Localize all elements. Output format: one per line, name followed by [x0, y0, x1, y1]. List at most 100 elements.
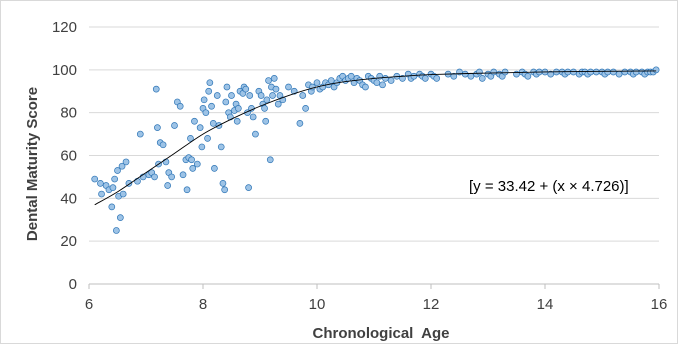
y-tick-label: 80: [60, 105, 77, 122]
data-point: [302, 105, 309, 112]
data-point: [382, 75, 389, 82]
data-point: [200, 96, 208, 104]
data-point: [217, 143, 225, 151]
data-point: [208, 102, 215, 110]
data-point: [119, 190, 127, 198]
y-axis-title: Dental Maturity Score: [24, 87, 41, 241]
data-point: [362, 83, 369, 91]
data-point: [188, 156, 195, 164]
data-point: [379, 81, 386, 89]
y-tick-label: 120: [52, 19, 77, 36]
axes: [88, 283, 660, 289]
data-point: [234, 105, 242, 112]
data-point: [587, 68, 594, 76]
data-point: [196, 124, 204, 132]
data-point: [524, 72, 532, 80]
data-point: [592, 68, 600, 76]
data-point: [108, 203, 116, 211]
data-point: [187, 135, 194, 142]
data-point: [198, 143, 206, 151]
data-point: [134, 177, 141, 185]
data-point: [410, 72, 418, 80]
data-point: [209, 120, 217, 127]
data-point: [176, 102, 184, 110]
data-point: [202, 109, 210, 117]
data-point: [221, 186, 229, 194]
data-point: [91, 175, 99, 183]
data-point: [262, 117, 270, 125]
data-point: [159, 141, 167, 149]
data-point: [257, 92, 265, 99]
data-point: [252, 130, 259, 138]
x-tick-label: 12: [423, 296, 440, 313]
data-point: [219, 179, 227, 187]
data-point: [296, 120, 304, 127]
data-point: [347, 72, 355, 80]
tick-labels: 0 20 40 60 80 100 120 6 8 10 12 14 16: [52, 19, 667, 313]
data-point: [205, 87, 213, 95]
data-point: [114, 167, 121, 174]
data-point: [461, 70, 469, 78]
data-point: [171, 122, 178, 129]
data-point: [387, 77, 395, 84]
data-point: [109, 184, 117, 191]
data-point: [632, 68, 640, 76]
data-point: [261, 105, 268, 112]
data-point: [206, 79, 214, 87]
data-point: [373, 79, 381, 87]
data-points: [91, 66, 660, 234]
x-tick-label: 8: [199, 296, 207, 313]
data-point: [122, 158, 130, 166]
data-point: [242, 85, 250, 93]
data-point: [421, 75, 429, 82]
data-point: [162, 158, 170, 166]
data-point: [621, 68, 629, 76]
data-point: [189, 165, 197, 172]
data-point: [213, 92, 221, 99]
data-point: [223, 83, 231, 91]
data-point: [467, 72, 475, 80]
data-point: [228, 92, 235, 99]
x-tick-label: 14: [537, 296, 554, 313]
data-point: [272, 85, 280, 93]
data-point: [547, 70, 555, 78]
data-point: [433, 75, 441, 82]
data-point: [274, 100, 282, 108]
data-point: [327, 77, 335, 84]
data-point: [490, 68, 498, 76]
data-point: [266, 156, 274, 164]
data-point: [164, 182, 172, 189]
data-point: [204, 135, 211, 142]
data-point: [269, 92, 276, 99]
data-point: [604, 68, 612, 76]
data-point: [610, 68, 617, 76]
data-point: [222, 98, 230, 106]
data-point: [265, 77, 272, 84]
data-point: [652, 66, 660, 74]
x-tick-label: 16: [651, 296, 668, 313]
y-tick-label: 60: [60, 148, 77, 165]
equation-annotation: [y = 33.42 + (x × 4.726)]: [469, 178, 629, 195]
data-point: [270, 75, 278, 82]
data-point: [191, 117, 198, 125]
data-point: [478, 75, 486, 82]
data-point: [154, 124, 161, 132]
data-point: [313, 79, 321, 87]
data-point: [193, 160, 201, 168]
data-point: [615, 70, 623, 78]
data-point: [152, 85, 160, 93]
data-point: [233, 117, 241, 125]
data-point: [136, 130, 144, 138]
x-tick-label: 6: [85, 296, 93, 313]
trend-curve-group: [94, 70, 657, 206]
data-point: [476, 68, 483, 76]
data-point: [501, 68, 509, 76]
data-point: [246, 92, 254, 99]
data-point: [399, 75, 406, 82]
data-point: [513, 70, 520, 78]
gridlines: [89, 26, 659, 242]
data-point: [98, 190, 105, 198]
data-point: [111, 175, 119, 183]
y-tick-label: 0: [69, 276, 77, 293]
